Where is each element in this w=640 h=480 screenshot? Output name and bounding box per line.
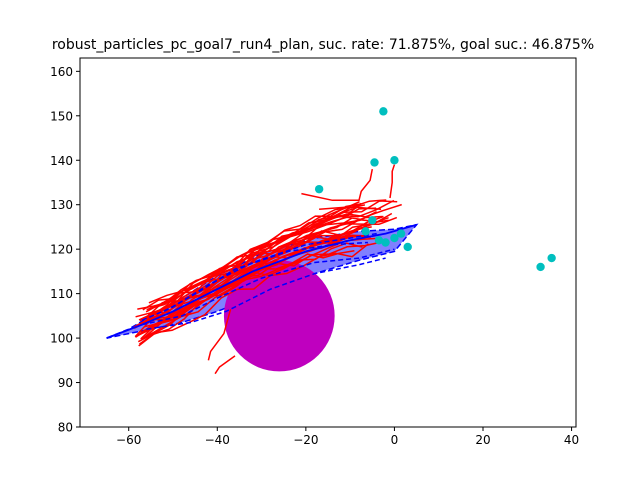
goal-point (374, 236, 384, 245)
particle-trajectory (133, 241, 383, 328)
goal-point (396, 229, 406, 238)
goal-point (390, 156, 399, 165)
particle-trajectory (214, 355, 236, 375)
x-tick-label: 0 (391, 433, 399, 447)
x-tick-label: −40 (205, 433, 230, 447)
plot-area (106, 107, 556, 375)
particle-trajectory (144, 201, 360, 338)
axes-frame (79, 57, 577, 428)
x-tick-label: 20 (475, 433, 490, 447)
particle-trajectory (146, 203, 402, 311)
x-tick-label: −20 (293, 433, 318, 447)
particle-trajectory (142, 216, 364, 311)
plan-dashed-line (141, 248, 395, 326)
goal-point (536, 262, 545, 272)
particle-trajectory (207, 309, 232, 361)
y-tick-label: 80 (58, 421, 73, 435)
plan-dashed-line (163, 241, 368, 313)
particle-trajectory (389, 164, 396, 199)
particle-trajectory (301, 168, 374, 202)
goal-point (314, 184, 324, 194)
goal-point (361, 227, 370, 236)
plan-dashed-line (146, 257, 386, 330)
chart-title: robust_particles_pc_goal7_run4_plan, suc… (52, 37, 594, 53)
y-tick-label: 140 (50, 154, 73, 168)
y-tick-label: 130 (50, 198, 73, 212)
x-tick-label: −60 (116, 433, 141, 447)
plan-mean-line (106, 223, 417, 339)
x-axis: −60 −40 −20 0 20 40 (116, 427, 579, 447)
goal-point (381, 238, 390, 247)
y-tick-label: 110 (50, 287, 73, 301)
y-tick-label: 90 (58, 376, 73, 390)
x-tick-label: 40 (564, 433, 579, 447)
y-axis: 80 90 100 110 120 130 140 150 160 (50, 65, 80, 435)
obstacle-circle (223, 260, 335, 372)
y-tick-label: 100 (50, 332, 73, 346)
goal-point (370, 158, 379, 167)
goal-point (368, 216, 377, 225)
goal-point (547, 253, 556, 263)
goal-point (390, 233, 399, 243)
y-tick-label: 120 (50, 243, 73, 257)
goal-point (403, 242, 412, 252)
y-tick-label: 150 (50, 109, 73, 123)
particle-trajectory (138, 243, 369, 345)
particle-trajectory (141, 199, 395, 341)
goal-point (379, 107, 388, 116)
y-tick-label: 160 (50, 65, 73, 79)
particle-trajectory (319, 206, 382, 210)
